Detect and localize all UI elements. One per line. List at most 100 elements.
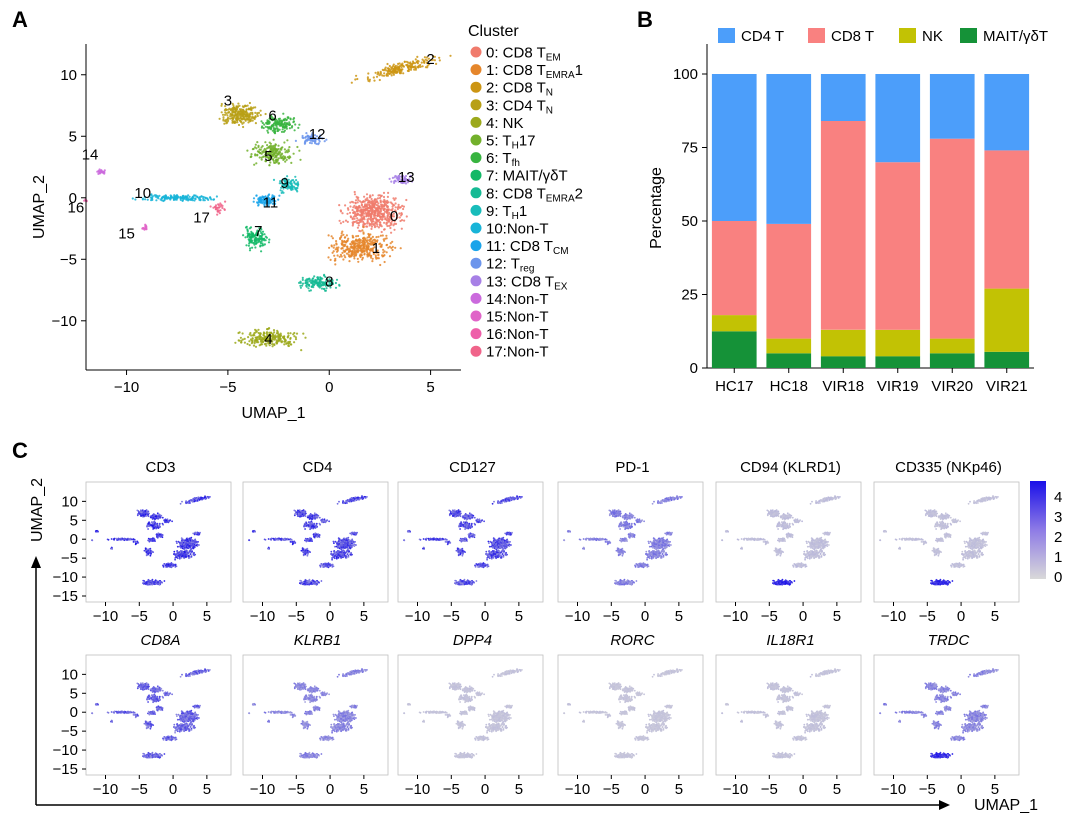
umap-point-cluster-8 bbox=[298, 281, 301, 284]
umap-point-cluster-10 bbox=[151, 195, 154, 198]
umap-point-cluster-12 bbox=[294, 139, 297, 142]
umap-point-cluster-11 bbox=[252, 200, 255, 203]
umap-point-cluster-4 bbox=[293, 331, 296, 335]
umap-point-cluster-0 bbox=[368, 222, 371, 225]
feature-point bbox=[337, 550, 339, 552]
umap-point-cluster-4 bbox=[273, 331, 276, 334]
umap-point-cluster-2 bbox=[355, 74, 358, 77]
feature-plot-cd4: CD4−10 −5 0 5 bbox=[242, 459, 389, 625]
feature-point bbox=[337, 557, 340, 559]
umap-point-cluster-0 bbox=[366, 218, 369, 221]
umap-point-cluster-10 bbox=[156, 196, 159, 199]
umap-point-cluster-2 bbox=[405, 60, 408, 63]
umap-legend-entry: 3: CD4 TN bbox=[486, 97, 553, 116]
umap-point-cluster-1 bbox=[339, 237, 342, 241]
umap-point-cluster-0 bbox=[338, 219, 341, 222]
umap-point-cluster-11 bbox=[252, 197, 256, 200]
umap-point-cluster-2 bbox=[386, 67, 389, 70]
feature-points bbox=[248, 495, 368, 586]
umap-point-cluster-0 bbox=[377, 226, 380, 229]
feature-point bbox=[186, 544, 188, 547]
umap-point-cluster-2 bbox=[414, 67, 417, 70]
umap-point-cluster-1 bbox=[385, 251, 388, 254]
umap-legend-swatch bbox=[470, 275, 482, 287]
umap-legend-text: 5: T bbox=[486, 133, 512, 150]
umap-point-cluster-1 bbox=[348, 260, 351, 263]
umap-point-cluster-1 bbox=[350, 250, 353, 253]
umap-point-cluster-0 bbox=[360, 201, 363, 204]
umap-point-cluster-3 bbox=[259, 114, 262, 117]
feature-point bbox=[110, 547, 112, 550]
umap-point-cluster-14 bbox=[101, 170, 104, 173]
umap-legend-swatch bbox=[470, 152, 482, 164]
feature-point bbox=[150, 515, 152, 518]
umap-point-cluster-0 bbox=[390, 220, 393, 223]
umap-point-cluster-4 bbox=[243, 341, 246, 344]
umap-point-cluster-0 bbox=[364, 205, 367, 208]
umap-point-cluster-10 bbox=[199, 198, 202, 201]
feature-point bbox=[161, 535, 164, 538]
umap-point-cluster-5 bbox=[250, 153, 253, 156]
umap-point-cluster-3 bbox=[222, 116, 225, 119]
umap-point-cluster-1 bbox=[341, 240, 344, 243]
bar-segment-maitt bbox=[711, 331, 757, 369]
umap-point-cluster-7 bbox=[251, 239, 254, 242]
umap-point-cluster-3 bbox=[240, 118, 244, 121]
umap-point-cluster-1 bbox=[347, 253, 350, 256]
umap-point-cluster-0 bbox=[379, 199, 382, 202]
umap-point-cluster-4 bbox=[237, 331, 240, 335]
umap-point-cluster-1 bbox=[360, 241, 363, 244]
umap-point-cluster-1 bbox=[366, 253, 369, 256]
feature-point bbox=[143, 510, 146, 513]
umap-point-cluster-1 bbox=[357, 239, 360, 242]
umap-point-cluster-0 bbox=[366, 222, 369, 225]
umap-point-cluster-0 bbox=[383, 198, 386, 201]
umap-point-cluster-4 bbox=[248, 340, 251, 343]
umap-point-cluster-5 bbox=[275, 148, 278, 151]
feature-point bbox=[149, 549, 152, 552]
umap-point-cluster-1 bbox=[357, 250, 360, 253]
umap-point-cluster-1 bbox=[366, 255, 369, 258]
umap-point-cluster-2 bbox=[354, 78, 357, 81]
umap-point-cluster-1 bbox=[331, 237, 334, 240]
umap-point-cluster-4 bbox=[255, 330, 258, 333]
umap-point-cluster-8 bbox=[307, 284, 310, 287]
umap-point-cluster-0 bbox=[394, 209, 397, 212]
umap-legend-entry: 1: CD8 TEMRA1 bbox=[486, 62, 583, 81]
umap-legend-sub: H bbox=[512, 141, 519, 152]
umap-point-cluster-0 bbox=[383, 203, 386, 206]
feature-point bbox=[196, 541, 198, 543]
umap-point-cluster-2 bbox=[388, 64, 391, 68]
umap-point-cluster-9 bbox=[294, 183, 297, 186]
umap-point-cluster-17 bbox=[215, 206, 218, 209]
umap-point-cluster-3 bbox=[223, 113, 227, 116]
umap-point-cluster-7 bbox=[245, 244, 248, 247]
umap-point-cluster-0 bbox=[392, 212, 395, 215]
umap-point-cluster-0 bbox=[400, 227, 403, 230]
feature-point bbox=[187, 502, 190, 505]
umap-point-cluster-2 bbox=[417, 66, 420, 69]
feature-point bbox=[159, 535, 162, 537]
umap-point-cluster-5 bbox=[254, 146, 257, 149]
bar-segment-cd4t bbox=[820, 74, 866, 121]
umap-point-cluster-6 bbox=[278, 120, 281, 123]
umap-point-cluster-0 bbox=[385, 223, 388, 226]
umap-point-cluster-1 bbox=[363, 242, 366, 245]
umap-point-cluster-0 bbox=[389, 224, 392, 227]
umap-point-cluster-1 bbox=[361, 258, 364, 261]
umap-point-cluster-11 bbox=[257, 201, 260, 204]
bar-legend-label: CD4 T bbox=[741, 28, 784, 45]
feature-point bbox=[156, 580, 158, 582]
feature-point bbox=[344, 542, 346, 545]
umap-point-cluster-3 bbox=[256, 114, 259, 118]
umap-point-cluster-1 bbox=[360, 254, 363, 257]
feature-point bbox=[350, 545, 352, 548]
umap-point-cluster-0 bbox=[364, 198, 367, 201]
umap-point-cluster-6 bbox=[297, 126, 300, 129]
umap-legend-entry: 9: TH1 bbox=[486, 203, 527, 222]
feature-point bbox=[351, 541, 354, 543]
umap-point-cluster-0 bbox=[390, 208, 393, 212]
umap-point-cluster-0 bbox=[390, 231, 393, 234]
umap-cluster-label: 12 bbox=[309, 126, 326, 143]
